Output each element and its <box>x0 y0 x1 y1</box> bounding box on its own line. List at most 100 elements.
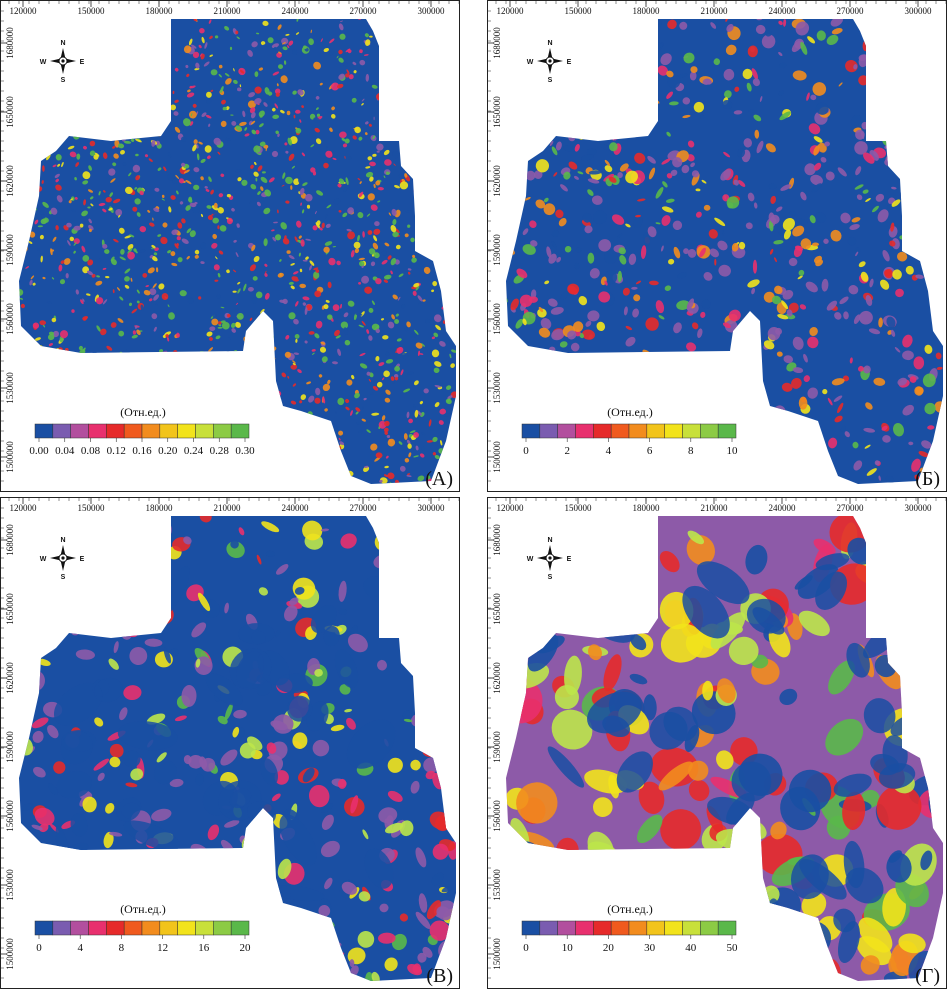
y-axis: 1680000 1650000 1620000 1590000 1560000 15300… <box>488 507 502 979</box>
x-tick-label: 300000 <box>905 503 933 513</box>
x-tick-label: 150000 <box>78 6 106 16</box>
y-tick-label: 1590000 <box>492 731 502 763</box>
y-tick-label: 1500000 <box>5 938 15 970</box>
y-tick-label: 1620000 <box>492 662 502 694</box>
x-tick-label: 120000 <box>10 503 38 513</box>
compass-letter-n: N <box>547 40 552 47</box>
legend-swatch <box>539 423 558 439</box>
legend-swatch <box>159 423 178 439</box>
legend-swatch <box>521 423 541 439</box>
y-tick-label: 1680000 <box>5 524 15 556</box>
panel-label: (А) <box>425 468 453 490</box>
x-tick-label: 240000 <box>769 6 797 16</box>
y-tick-label: 1560000 <box>5 800 15 832</box>
y-tick-label: 1650000 <box>492 96 502 128</box>
y-axis: 1680000 1650000 1620000 1590000 1560000 15300… <box>1 507 15 979</box>
y-tick-label: 1560000 <box>492 303 502 335</box>
legend-title: (Отн.ед.) <box>120 405 166 419</box>
legend-tick-label: 16 <box>198 942 210 954</box>
legend-tick-label: 0 <box>523 942 529 954</box>
compass-letter-n: N <box>60 537 65 544</box>
legend-tick-label: 10 <box>562 942 574 954</box>
legend-swatch <box>610 920 630 936</box>
x-tick-label: 180000 <box>146 6 174 16</box>
legend-swatch <box>141 423 161 439</box>
legend-swatch <box>575 423 594 439</box>
compass-letter-n: N <box>60 40 65 47</box>
x-tick-label: 270000 <box>350 6 378 16</box>
x-tick-label: 150000 <box>78 503 106 513</box>
compass-letter-w: W <box>40 59 47 66</box>
compass-letter-e: E <box>80 59 85 66</box>
compass-letter-s: S <box>61 574 66 581</box>
x-tick-label: 180000 <box>633 503 661 513</box>
legend-swatch <box>230 423 250 439</box>
compass-letter-s: S <box>548 574 553 581</box>
x-tick-label: 120000 <box>497 503 525 513</box>
panel-label: (Г) <box>915 965 940 987</box>
legend-swatch <box>557 920 576 936</box>
x-tick-label: 180000 <box>633 6 661 16</box>
y-axis: 1680000 1650000 1620000 1590000 1560000 15300… <box>1 10 15 482</box>
legend-tick-label: 0.04 <box>55 445 75 457</box>
map-panel-1: 120000 150000 180000 210000 240000 270000 3000… <box>0 0 460 492</box>
legend-swatch <box>34 920 54 936</box>
legend-tick-label: 50 <box>727 942 739 954</box>
y-tick-label: 1590000 <box>5 234 15 266</box>
x-tick-label: 270000 <box>350 503 378 513</box>
x-tick-label: 270000 <box>837 6 865 16</box>
legend-swatch <box>593 423 612 439</box>
legend-tick-label: 40 <box>685 942 697 954</box>
legend-tick-label: 10 <box>727 445 739 457</box>
y-tick-label: 1500000 <box>5 441 15 473</box>
x-tick-label: 210000 <box>701 6 729 16</box>
legend-swatch <box>195 920 214 936</box>
legend-tick-label: 30 <box>644 942 656 954</box>
x-tick-label: 240000 <box>769 503 797 513</box>
y-tick-label: 1560000 <box>492 800 502 832</box>
legend-swatch <box>88 423 107 439</box>
x-tick-label: 210000 <box>701 503 729 513</box>
legend-swatch <box>646 423 665 439</box>
legend-tick-label: 0.00 <box>29 445 49 457</box>
compass-letter-w: W <box>40 556 47 563</box>
y-tick-label: 1620000 <box>5 165 15 197</box>
legend-swatch <box>177 920 196 936</box>
legend-tick-label: 0.28 <box>210 445 230 457</box>
panel-label: (В) <box>426 965 453 987</box>
legend-tick-label: 4 <box>77 942 83 954</box>
legend-tick-label: 2 <box>564 445 570 457</box>
x-tick-label: 180000 <box>146 503 174 513</box>
map-field <box>506 516 943 981</box>
legend: (Отн.ед.) 0 2 4 6 8 10 <box>521 405 739 457</box>
map-panel-2: 120000 150000 180000 210000 240000 270000 3000… <box>487 0 947 492</box>
legend: (Отн.ед.) 0 10 20 30 40 50 <box>521 902 739 954</box>
map-canvas: 120000 150000 180000 210000 240000 270000 3000… <box>1 498 460 987</box>
legend-swatch <box>70 423 89 439</box>
legend-tick-label: 0.24 <box>184 445 204 457</box>
legend-swatch <box>177 423 196 439</box>
legend-tick-label: 0.08 <box>81 445 101 457</box>
legend-swatch <box>593 920 612 936</box>
legend-swatch <box>123 423 143 439</box>
compass-icon: N S E W <box>527 537 572 581</box>
y-tick-label: 1680000 <box>5 27 15 59</box>
compass-letter-s: S <box>548 77 553 84</box>
y-tick-label: 1530000 <box>5 869 15 901</box>
x-tick-label: 240000 <box>282 6 310 16</box>
y-tick-label: 1590000 <box>5 731 15 763</box>
compass-icon: N S E W <box>40 537 85 581</box>
compass-icon: N S E W <box>527 40 572 84</box>
compass-letter-n: N <box>547 537 552 544</box>
map-field <box>19 516 456 981</box>
x-axis: 120000 150000 180000 210000 240000 270000 3000… <box>8 1 460 16</box>
legend-swatch <box>682 423 701 439</box>
legend-swatch <box>213 920 232 936</box>
y-tick-label: 1650000 <box>5 593 15 625</box>
legend-swatch <box>664 920 683 936</box>
legend-tick-label: 0.12 <box>107 445 126 457</box>
y-tick-label: 1620000 <box>492 165 502 197</box>
x-tick-label: 150000 <box>565 6 593 16</box>
x-tick-label: 210000 <box>214 6 242 16</box>
legend-swatch <box>717 920 737 936</box>
